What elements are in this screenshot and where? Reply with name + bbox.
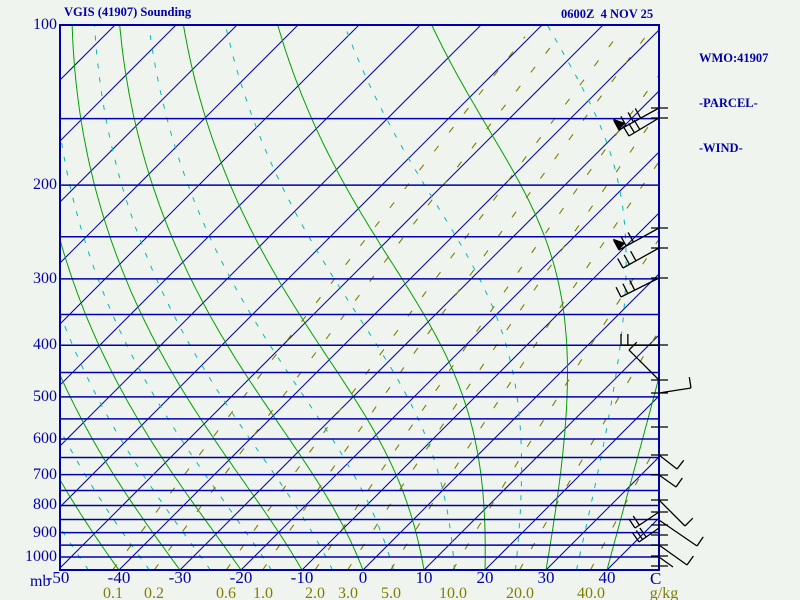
wind-barb — [628, 341, 660, 381]
temp-axis-label: -50 — [46, 568, 70, 587]
plot-frame — [59, 24, 660, 571]
wind-barb — [612, 227, 660, 251]
pressure-axis-label: 900 — [33, 524, 57, 541]
wind-barb — [622, 117, 660, 137]
mixing-ratio-axis-label: 3.0 — [338, 585, 358, 600]
temp-axis-label: 20 — [476, 568, 494, 587]
moist-adiabat-solid-lines — [60, 25, 659, 570]
temp-unit-label: C — [650, 569, 662, 588]
mixing-ratio-axis-label: 5.0 — [381, 585, 401, 600]
temp-axis-label: -30 — [168, 568, 192, 587]
mixing-ratio-axis-label: 20.0 — [506, 585, 534, 600]
pressure-axis-label: 300 — [33, 270, 57, 287]
temp-axis-label: 40 — [598, 568, 616, 587]
mixing-unit-label: g/kg — [649, 585, 679, 600]
pressure-unit-label: mb — [30, 573, 51, 590]
pressure-axis-label: 400 — [33, 336, 57, 353]
station-id: WMO:41907 — [699, 51, 769, 65]
mixing-ratio-axis-label: 0.2 — [144, 585, 164, 600]
wind-barb — [628, 511, 660, 529]
temp-axis-label: 30 — [537, 568, 555, 587]
mixing-ratio-axis-label: 40.0 — [577, 585, 605, 600]
parcel-label: -PARCEL- — [699, 96, 758, 110]
mixing-ratio-axis-label: 2.0 — [305, 585, 325, 600]
temp-axis-label: -40 — [107, 568, 131, 587]
temp-axis-label: -20 — [229, 568, 253, 587]
temp-axis-label: -10 — [290, 568, 314, 587]
mixing-ratio-lines — [112, 36, 659, 570]
chart-datetime: 0600Z 4 NOV 25 — [561, 7, 654, 21]
isotherm-lines — [60, 25, 659, 570]
wind-barb — [658, 377, 692, 394]
wind-barbs — [612, 107, 704, 568]
temp-axis-label: 0 — [358, 568, 368, 587]
side-panel: WMO:41907 -PARCEL- -WIND- — [699, 21, 768, 186]
wind-barb — [658, 499, 694, 527]
pressure-axis-label: 600 — [33, 430, 57, 447]
pressure-lines — [60, 25, 659, 558]
pressure-axis-label: 800 — [33, 496, 57, 513]
chart-title: VGIS (41907) Sounding — [64, 5, 192, 19]
wind-barb — [615, 277, 660, 298]
wind-barb — [620, 334, 659, 346]
wind-barb — [632, 527, 660, 543]
pressure-axis-label: 500 — [33, 388, 57, 405]
wind-barb — [658, 454, 685, 470]
mixing-ratio-axis-label: 10.0 — [439, 585, 467, 600]
moist-adiabat-dashed-lines — [60, 25, 627, 570]
wind-barb — [658, 556, 674, 568]
pressure-axis-label: 1000 — [25, 548, 57, 565]
pressure-axis-label: 700 — [33, 466, 57, 483]
mixing-ratio-axis-label: 0.1 — [103, 585, 123, 600]
wind-barb — [658, 519, 704, 547]
pressure-axis-label: 200 — [33, 176, 57, 193]
wind-label: -WIND- — [699, 141, 743, 155]
wind-barb — [612, 107, 660, 131]
temp-axis-label: 10 — [415, 568, 433, 587]
wind-barb — [617, 247, 660, 269]
wind-barb — [658, 474, 683, 488]
pressure-axis-label: 100 — [33, 16, 57, 33]
mixing-ratio-axis-label: 1.0 — [253, 585, 273, 600]
wind-barb — [658, 544, 694, 566]
mixing-ratio-axis-label: 0.6 — [216, 585, 236, 600]
